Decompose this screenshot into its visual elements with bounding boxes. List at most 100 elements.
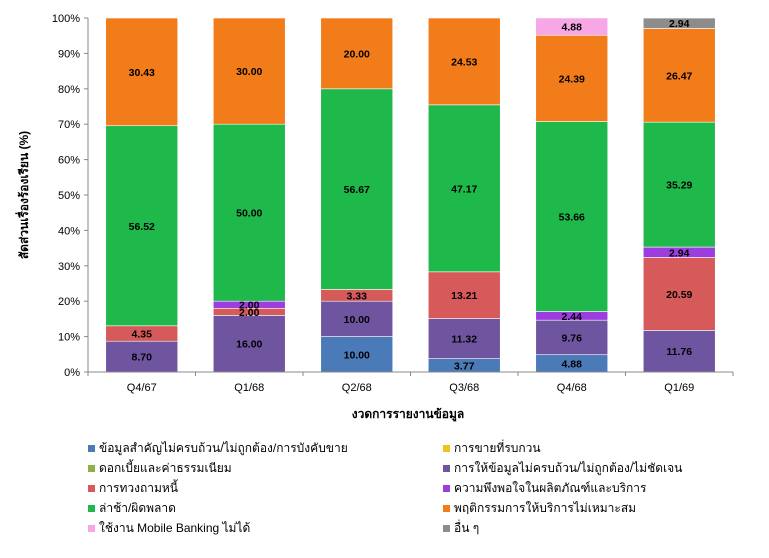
data-label: 35.29 — [666, 180, 692, 192]
legend-label: การขายที่รบกวน — [454, 441, 541, 455]
legend-label: พฤติกรรมการให้บริการไม่เหมาะสม — [454, 501, 637, 515]
data-label: 4.88 — [562, 358, 583, 370]
axes — [87, 18, 733, 373]
legend-item: ใช้งาน Mobile Banking ไม่ได้ — [88, 520, 443, 537]
bar-segment — [427, 318, 501, 359]
y-axis-title: สัดส่วนเรื่องร้องเรียน (%) — [15, 131, 31, 259]
legend-swatch — [88, 445, 95, 452]
data-label: 24.39 — [559, 73, 585, 85]
y-axis-ticks: 0% 10% 20% 30% 40% 50% 60% 70% 80% 90% 100% — [52, 13, 88, 379]
data-label: 10.00 — [344, 314, 370, 326]
legend-item: ข้อมูลสำคัญไม่ครบถ้วน/ไม่ถูกต้อง/การบังค… — [88, 440, 443, 457]
x-axis-title: งวดการรายงานข้อมูล — [352, 407, 465, 422]
bar-segment — [642, 330, 716, 373]
bar-segment — [427, 17, 501, 106]
y-tick-label: 90% — [58, 48, 80, 60]
data-label: 13.21 — [451, 290, 477, 302]
data-label: 16.00 — [236, 339, 262, 351]
legend-item: ดอกเบี้ยและค่าธรรมเนียม — [88, 460, 443, 477]
legend-swatch — [443, 505, 450, 512]
x-tick-label: Q3/68 — [449, 382, 479, 394]
x-tick-label: Q4/68 — [557, 382, 587, 394]
y-tick-label: 80% — [58, 84, 80, 96]
legend-item: การทวงถามหนี้ — [88, 480, 443, 497]
legend-swatch — [88, 525, 95, 532]
bar-segment — [212, 17, 286, 125]
y-tick-label: 50% — [58, 190, 80, 202]
legend-label: ล่าช้า/ผิดพลาด — [99, 501, 176, 515]
bar-segment — [320, 17, 394, 90]
x-tick-label: Q1/68 — [234, 382, 264, 394]
data-label: 11.76 — [666, 346, 692, 358]
legend-label: การทวงถามหนี้ — [99, 481, 178, 495]
legend-item: ความพึงพอใจในผลิตภัณฑ์และบริการ — [443, 480, 723, 497]
legend-label: ดอกเบี้ยและค่าธรรมเนียม — [99, 461, 232, 475]
bar-segment — [212, 315, 286, 373]
data-label: 3.33 — [347, 290, 368, 302]
legend-label: ข้อมูลสำคัญไม่ครบถ้วน/ไม่ถูกต้อง/การบังค… — [99, 441, 348, 455]
stacked-bar-chart: 0% 10% 20% 30% 40% 50% 60% 70% 80% 90% 100% 8.70 4.… — [15, 13, 734, 422]
bar-segment — [535, 17, 609, 36]
data-label: 8.70 — [132, 352, 153, 364]
bar-segment — [105, 17, 179, 127]
legend-label: ความพึงพอใจในผลิตภัณฑ์และบริการ — [454, 481, 647, 495]
data-label: 20.00 — [344, 48, 370, 60]
data-label: 4.35 — [132, 329, 153, 341]
bar-segment — [427, 271, 501, 319]
data-label: 56.67 — [344, 184, 370, 196]
legend-swatch — [88, 485, 95, 492]
legend-swatch — [88, 505, 95, 512]
bar-segment — [320, 88, 394, 290]
legend-item: พฤติกรรมการให้บริการไม่เหมาะสม — [443, 500, 723, 517]
data-label: 2.94 — [669, 247, 690, 259]
y-tick-label: 20% — [58, 296, 80, 308]
data-label: 47.17 — [451, 183, 477, 195]
bar-segment — [535, 121, 609, 312]
data-label: 20.59 — [666, 289, 692, 301]
legend-label: การให้ข้อมูลไม่ครบถ้วน/ไม่ถูกต้อง/ไม่ชัด… — [454, 461, 683, 475]
legend-swatch — [88, 465, 95, 472]
legend-item: การให้ข้อมูลไม่ครบถ้วน/ไม่ถูกต้อง/ไม่ชัด… — [443, 460, 723, 477]
data-label: 26.47 — [666, 70, 692, 82]
legend-label: ใช้งาน Mobile Banking ไม่ได้ — [99, 521, 251, 535]
legend-item: ล่าช้า/ผิดพลาด — [88, 500, 443, 517]
data-label: 53.66 — [559, 212, 585, 224]
data-label: 4.88 — [562, 22, 583, 34]
bar-segment — [535, 319, 609, 356]
data-label: 9.76 — [562, 332, 583, 344]
bar-segment — [105, 340, 179, 373]
data-label: 24.53 — [451, 56, 477, 68]
bar-segment — [320, 300, 394, 337]
bar-segment — [642, 17, 716, 29]
data-label: 3.77 — [454, 360, 475, 372]
bar-segment — [535, 34, 609, 122]
legend: ข้อมูลสำคัญไม่ครบถ้วน/ไม่ถูกต้อง/การบังค… — [88, 440, 728, 537]
legend-label: อื่น ๆ — [454, 521, 480, 535]
bar-segment — [105, 125, 179, 327]
data-label: 56.52 — [129, 221, 155, 233]
x-tick-label: Q4/67 — [127, 382, 157, 394]
legend-swatch — [443, 465, 450, 472]
x-tick-label: Q2/68 — [342, 382, 372, 394]
x-tick-label: Q1/69 — [664, 382, 694, 394]
bars: 8.70 4.35 56.52 30.43 16.00 2.002.00 50.00 30.0… — [105, 17, 716, 373]
y-tick-label: 10% — [58, 332, 80, 344]
bar-segment — [642, 257, 716, 331]
data-label: 2.00 — [239, 307, 260, 319]
x-axis-ticks: Q4/67 Q1/68 Q2/68 Q3/68 Q4/68 Q1/69 — [87, 372, 734, 394]
data-label: 2.44 — [562, 311, 583, 323]
bar-segment — [320, 336, 394, 373]
y-tick-label: 60% — [58, 155, 80, 167]
legend-swatch — [443, 525, 450, 532]
data-label: 2.00 — [239, 300, 260, 312]
y-tick-label: 70% — [58, 119, 80, 131]
y-tick-label: 0% — [64, 367, 80, 379]
data-label: 50.00 — [236, 208, 262, 220]
data-label: 11.32 — [451, 334, 477, 346]
y-tick-label: 100% — [52, 13, 80, 25]
legend-swatch — [443, 485, 450, 492]
bar-segment — [212, 123, 286, 302]
data-label: 10.00 — [344, 349, 370, 361]
legend-swatch — [443, 445, 450, 452]
data-label: 30.00 — [236, 66, 262, 78]
